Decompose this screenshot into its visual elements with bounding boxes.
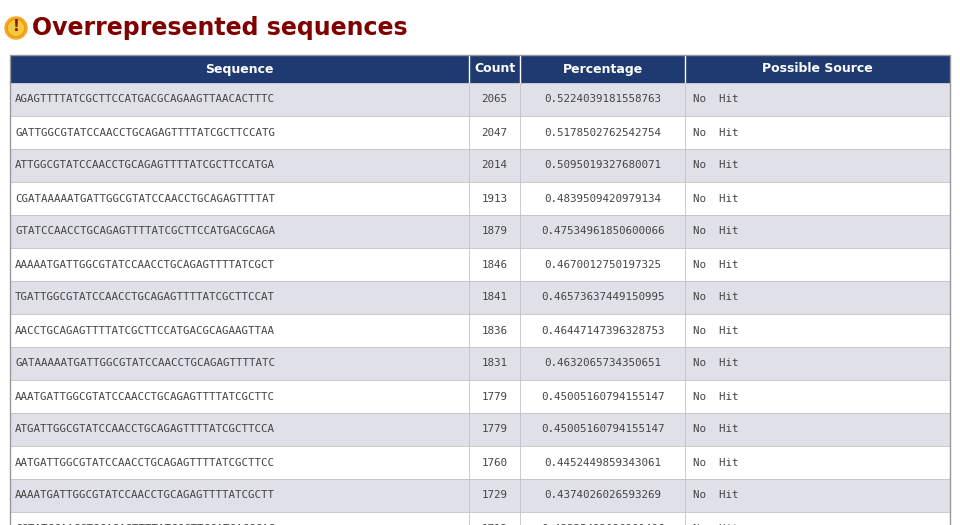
Text: No  Hit: No Hit [693,490,738,500]
Text: GTATCCAACCTGCAGAGTTTTATCGCTTCCATGACGCAGA: GTATCCAACCTGCAGAGTTTTATCGCTTCCATGACGCAGA [15,226,275,236]
Text: No  Hit: No Hit [693,523,738,525]
Text: No  Hit: No Hit [693,161,738,171]
Text: 0.45005160794155147: 0.45005160794155147 [540,392,664,402]
Bar [10,83,950,116]
Text: No  Hit: No Hit [693,457,738,467]
Bar [10,248,950,281]
Text: 0.4452449859343061: 0.4452449859343061 [544,457,661,467]
Text: Percentage: Percentage [563,62,643,76]
Bar [10,182,950,215]
Text: AGAGTTTTATCGCTTCCATGACGCAGAAGTTAACACTTTC: AGAGTTTTATCGCTTCCATGACGCAGAAGTTAACACTTTC [15,94,275,104]
Text: 0.4839509420979134: 0.4839509420979134 [544,194,661,204]
Circle shape [9,20,23,36]
Bar [10,413,950,446]
Bar [10,347,950,380]
Text: 1879: 1879 [482,226,508,236]
Text: No  Hit: No Hit [693,326,738,335]
Text: No  Hit: No Hit [693,292,738,302]
Text: 2047: 2047 [482,128,508,138]
Text: 1779: 1779 [482,392,508,402]
Text: 1836: 1836 [482,326,508,335]
Text: 0.47534961850600066: 0.47534961850600066 [540,226,664,236]
Bar [10,380,950,413]
Text: CGATAAAAATGATTGGCGTATCCAACCTGCAGAGTTTTAT: CGATAAAAATGATTGGCGTATCCAACCTGCAGAGTTTTAT [15,194,275,204]
Text: 0.5095019327680071: 0.5095019327680071 [544,161,661,171]
Circle shape [5,17,27,39]
Text: No  Hit: No Hit [693,226,738,236]
Text: 0.46447147396328753: 0.46447147396328753 [540,326,664,335]
Text: 1913: 1913 [482,194,508,204]
Text: Possible Source: Possible Source [762,62,873,76]
Text: 2014: 2014 [482,161,508,171]
Text: 0.46573637449150995: 0.46573637449150995 [540,292,664,302]
Text: 1846: 1846 [482,259,508,269]
Text: 1729: 1729 [482,490,508,500]
Text: CGTATCCAACCTGCAGAGTTTTATCGCTTCCATGACGCAG: CGTATCCAACCTGCAGAGTTTTATCGCTTCCATGACGCAG [15,523,275,525]
Text: 1841: 1841 [482,292,508,302]
Bar [10,512,950,525]
Bar [10,281,950,314]
Bar [10,446,950,479]
Text: AAATGATTGGCGTATCCAACCTGCAGAGTTTTATCGCTTC: AAATGATTGGCGTATCCAACCTGCAGAGTTTTATCGCTTC [15,392,275,402]
Circle shape [8,19,25,37]
Text: !: ! [12,19,19,34]
Text: AAAATGATTGGCGTATCCAACCTGCAGAGTTTTATCGCTT: AAAATGATTGGCGTATCCAACCTGCAGAGTTTTATCGCTT [15,490,275,500]
Text: 1779: 1779 [482,425,508,435]
Text: AACCTGCAGAGTTTTATCGCTTCCATGACGCAGAAGTTAA: AACCTGCAGAGTTTTATCGCTTCCATGACGCAGAAGTTAA [15,326,275,335]
Text: No  Hit: No Hit [693,392,738,402]
Bar [10,149,950,182]
Text: 2065: 2065 [482,94,508,104]
Text: 1713: 1713 [482,523,508,525]
Text: 1760: 1760 [482,457,508,467]
Text: No  Hit: No Hit [693,359,738,369]
Text: No  Hit: No Hit [693,128,738,138]
Text: TGATTGGCGTATCCAACCTGCAGAGTTTTATCGCTTCCAT: TGATTGGCGTATCCAACCTGCAGAGTTTTATCGCTTCCAT [15,292,275,302]
Bar [10,116,950,149]
Bar [10,215,950,248]
Text: 0.45005160794155147: 0.45005160794155147 [540,425,664,435]
Text: ATTGGCGTATCCAACCTGCAGAGTTTTATCGCTTCCATGA: ATTGGCGTATCCAACCTGCAGAGTTTTATCGCTTCCATGA [15,161,275,171]
Text: Sequence: Sequence [205,62,274,76]
Text: AATGATTGGCGTATCCAACCTGCAGAGTTTTATCGCTTCC: AATGATTGGCGTATCCAACCTGCAGAGTTTTATCGCTTCC [15,457,275,467]
Text: ATGATTGGCGTATCCAACCTGCAGAGTTTTATCGCTTCCA: ATGATTGGCGTATCCAACCTGCAGAGTTTTATCGCTTCCA [15,425,275,435]
Text: No  Hit: No Hit [693,425,738,435]
Text: 0.5178502762542754: 0.5178502762542754 [544,128,661,138]
Text: Count: Count [474,62,516,76]
Bar [10,314,950,347]
Text: No  Hit: No Hit [693,259,738,269]
Text: AAAAATGATTGGCGTATCCAACCTGCAGAGTTTTATCGCT: AAAAATGATTGGCGTATCCAACCTGCAGAGTTTTATCGCT [15,259,275,269]
Text: 0.4632065734350651: 0.4632065734350651 [544,359,661,369]
Text: 0.4670012750197325: 0.4670012750197325 [544,259,661,269]
Text: 0.5224039181558763: 0.5224039181558763 [544,94,661,104]
Text: GATTGGCGTATCCAACCTGCAGAGTTTTATCGCTTCCATG: GATTGGCGTATCCAACCTGCAGAGTTTTATCGCTTCCATG [15,128,275,138]
Text: Overrepresented sequences: Overrepresented sequences [32,16,408,40]
Text: GATAAAAATGATTGGCGTATCCAACCTGCAGAGTTTTATC: GATAAAAATGATTGGCGTATCCAACCTGCAGAGTTTTATC [15,359,275,369]
Text: 0.4374026026593269: 0.4374026026593269 [544,490,661,500]
Text: 0.43335492096901496: 0.43335492096901496 [540,523,664,525]
Bar [10,55,950,83]
Text: No  Hit: No Hit [693,194,738,204]
Bar [10,479,950,512]
Text: 1831: 1831 [482,359,508,369]
Text: No  Hit: No Hit [693,94,738,104]
